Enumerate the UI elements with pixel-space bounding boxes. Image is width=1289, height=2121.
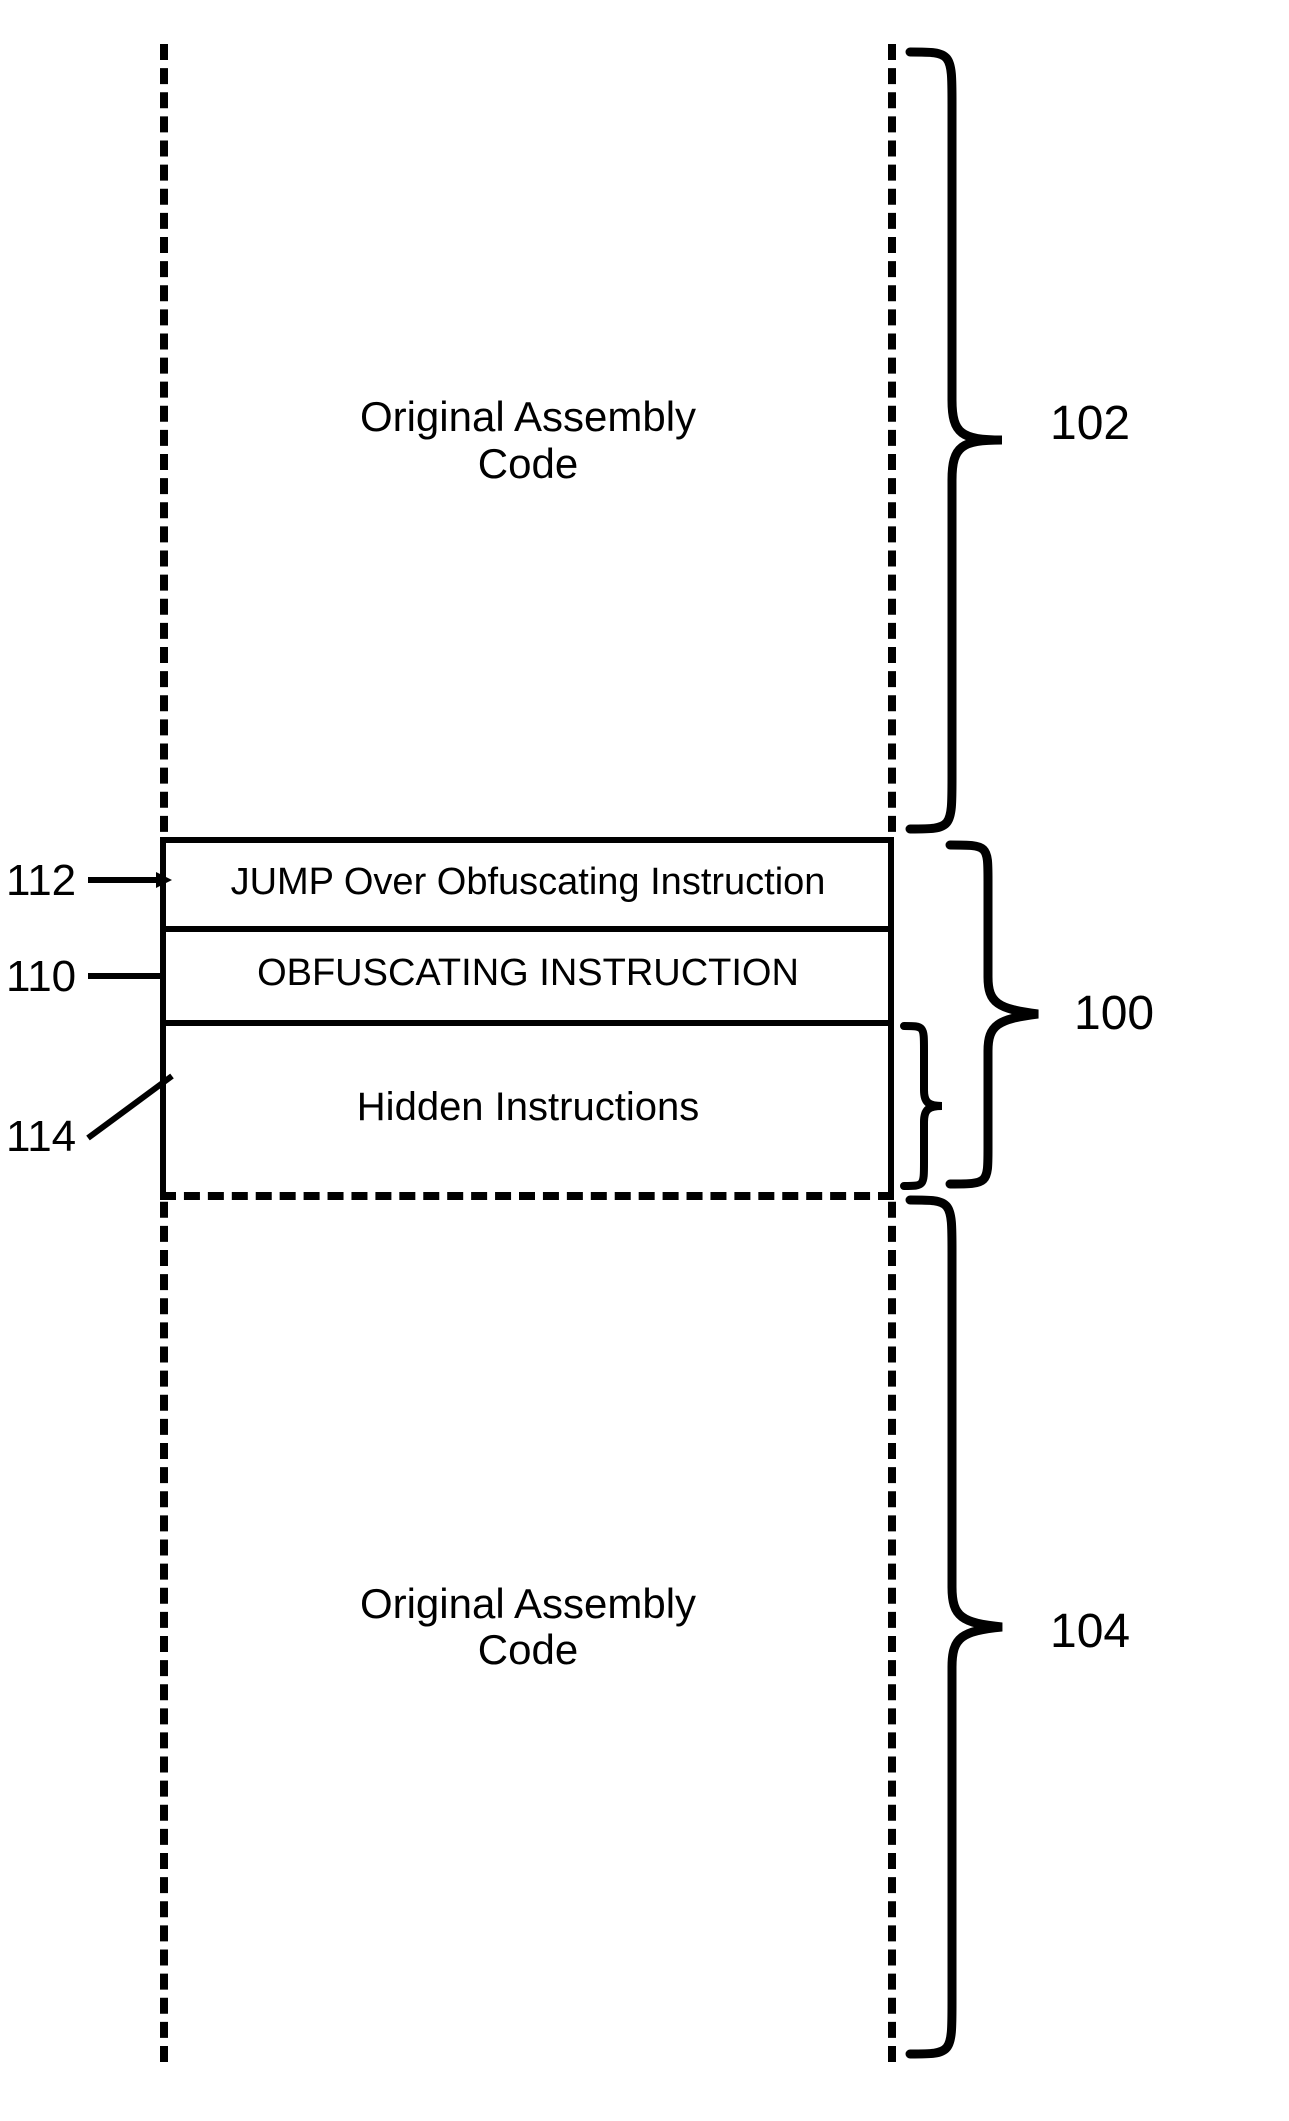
brace-104: [902, 1192, 1012, 2062]
brace-102-label: 102: [1050, 396, 1130, 451]
section-bottom-line1: Original Assembly: [360, 1581, 696, 1627]
section-jump: JUMP Over Obfuscating Instruction: [168, 839, 888, 926]
lead-114: [84, 1068, 176, 1146]
section-top-line1: Original Assembly: [360, 394, 696, 440]
label-112: 112: [6, 856, 76, 906]
section-bottom-line2: Code: [478, 1627, 578, 1673]
brace-100: [942, 837, 1052, 1192]
lead-112: [84, 866, 172, 894]
brace-104-label: 104: [1050, 1604, 1130, 1659]
section-top-original: Original Assembly Code: [168, 44, 888, 837]
brace-hidden-inner: [898, 1020, 946, 1192]
section-jump-text: JUMP Over Obfuscating Instruction: [231, 862, 826, 904]
brace-100-label: 100: [1074, 986, 1154, 1041]
diagram-canvas: Original Assembly Code JUMP Over Obfusca…: [0, 0, 1289, 2121]
section-hidden-text: Hidden Instructions: [357, 1085, 699, 1129]
section-obfuscating-text: OBFUSCATING INSTRUCTION: [257, 953, 799, 995]
section-obfuscating: OBFUSCATING INSTRUCTION: [168, 928, 888, 1020]
section-top-line2: Code: [478, 441, 578, 487]
section-hidden: Hidden Instructions: [168, 1022, 888, 1192]
label-110: 110: [6, 952, 76, 1002]
lead-110: [84, 962, 172, 990]
brace-102: [902, 44, 1012, 837]
column-right-solid-line: [888, 837, 894, 1195]
label-114: 114: [6, 1112, 76, 1162]
section-bottom-original: Original Assembly Code: [168, 1192, 888, 2062]
